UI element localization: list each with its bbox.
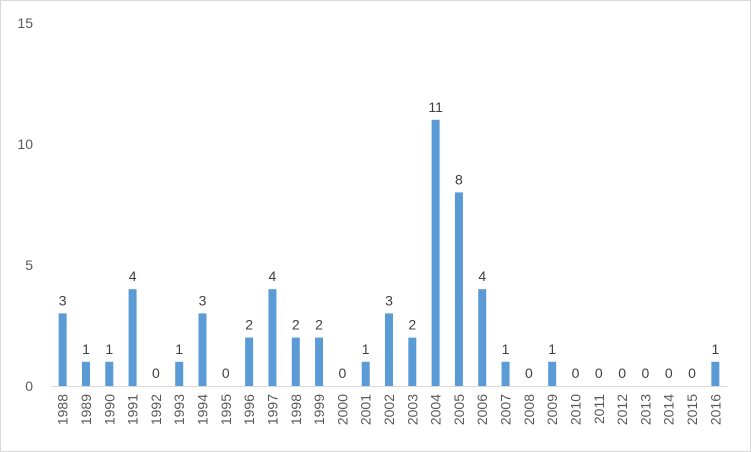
x-tick-label: 2016 xyxy=(707,394,723,425)
data-label: 1 xyxy=(82,341,90,357)
data-label: 0 xyxy=(595,365,603,381)
data-label: 1 xyxy=(175,341,183,357)
bar xyxy=(268,289,277,386)
bar xyxy=(478,289,487,386)
x-tick-label: 2010 xyxy=(567,394,583,425)
bar xyxy=(315,337,324,386)
data-label: 0 xyxy=(665,365,673,381)
x-tick-label: 1997 xyxy=(264,394,280,425)
x-tick-label: 2005 xyxy=(451,394,467,425)
bar xyxy=(454,192,463,386)
x-tick-label: 2015 xyxy=(684,394,700,425)
bar xyxy=(128,289,137,386)
x-tick-label: 2001 xyxy=(358,394,374,425)
bar xyxy=(81,361,90,386)
bar xyxy=(245,337,254,386)
data-label: 0 xyxy=(222,365,230,381)
data-label: 2 xyxy=(408,317,416,333)
x-tick-label: 1994 xyxy=(195,394,211,425)
x-tick-label: 2002 xyxy=(381,394,397,425)
x-tick-label: 2007 xyxy=(498,394,514,425)
bar xyxy=(501,361,510,386)
data-label: 4 xyxy=(269,268,277,284)
y-tick-label: 10 xyxy=(17,136,33,152)
bars xyxy=(58,119,720,387)
x-axis-ticks: 1988 1989 1990 1991 1992 1993 1994 1995 1996 1997… xyxy=(55,394,724,425)
x-tick-label: 1991 xyxy=(125,394,141,425)
data-label: 3 xyxy=(59,292,67,308)
data-label: 2 xyxy=(245,317,253,333)
bar xyxy=(408,337,417,386)
x-tick-label: 2006 xyxy=(474,394,490,425)
data-label: 2 xyxy=(292,317,300,333)
x-tick-label: 1998 xyxy=(288,394,304,425)
data-label: 11 xyxy=(428,99,443,115)
data-label: 0 xyxy=(618,365,626,381)
x-tick-label: 2014 xyxy=(661,394,677,425)
x-tick-label: 1995 xyxy=(218,394,234,425)
y-tick-label: 0 xyxy=(25,378,33,394)
data-label: 0 xyxy=(525,365,533,381)
bar xyxy=(385,313,393,386)
bar xyxy=(175,361,184,386)
data-label: 8 xyxy=(455,171,463,187)
data-label: 0 xyxy=(688,365,696,381)
data-label: 1 xyxy=(548,341,556,357)
bar xyxy=(198,313,207,386)
data-label: 4 xyxy=(129,268,137,284)
bar xyxy=(105,361,114,386)
bar xyxy=(431,119,440,387)
data-label: 0 xyxy=(338,365,346,381)
data-label: 0 xyxy=(642,365,650,381)
data-label: 1 xyxy=(105,341,113,357)
data-label: 1 xyxy=(502,341,510,357)
x-tick-label: 1988 xyxy=(55,394,71,425)
x-tick-label: 2003 xyxy=(404,394,420,425)
x-tick-label: 1996 xyxy=(241,394,257,425)
data-label: 0 xyxy=(152,365,160,381)
y-tick-label: 5 xyxy=(25,257,33,273)
x-tick-label: 1989 xyxy=(78,394,94,425)
data-label: 3 xyxy=(199,292,207,308)
bar xyxy=(291,337,300,386)
y-axis-ticks: 0 5 10 15 xyxy=(17,15,33,394)
x-tick-label: 1990 xyxy=(101,394,117,425)
data-label: 1 xyxy=(711,341,719,357)
x-tick-label: 2011 xyxy=(591,394,607,424)
x-tick-label: 2000 xyxy=(334,394,350,425)
y-tick-label: 15 xyxy=(17,15,33,31)
bar xyxy=(711,361,720,386)
bar xyxy=(58,313,67,386)
x-tick-label: 1992 xyxy=(148,394,164,425)
x-tick-label: 2008 xyxy=(521,394,537,425)
data-label: 2 xyxy=(315,317,323,333)
data-label: 4 xyxy=(478,268,486,284)
x-tick-label: 1999 xyxy=(311,394,327,425)
data-label: 0 xyxy=(572,365,580,381)
data-label: 1 xyxy=(362,341,370,357)
x-tick-label: 2009 xyxy=(544,394,560,425)
x-tick-label: 1993 xyxy=(171,394,187,425)
x-tick-label: 2013 xyxy=(637,394,653,425)
bar xyxy=(361,361,370,386)
data-label: 3 xyxy=(385,292,393,308)
bar xyxy=(548,361,557,386)
x-tick-label: 2012 xyxy=(614,394,630,425)
x-tick-label: 2004 xyxy=(428,394,444,425)
